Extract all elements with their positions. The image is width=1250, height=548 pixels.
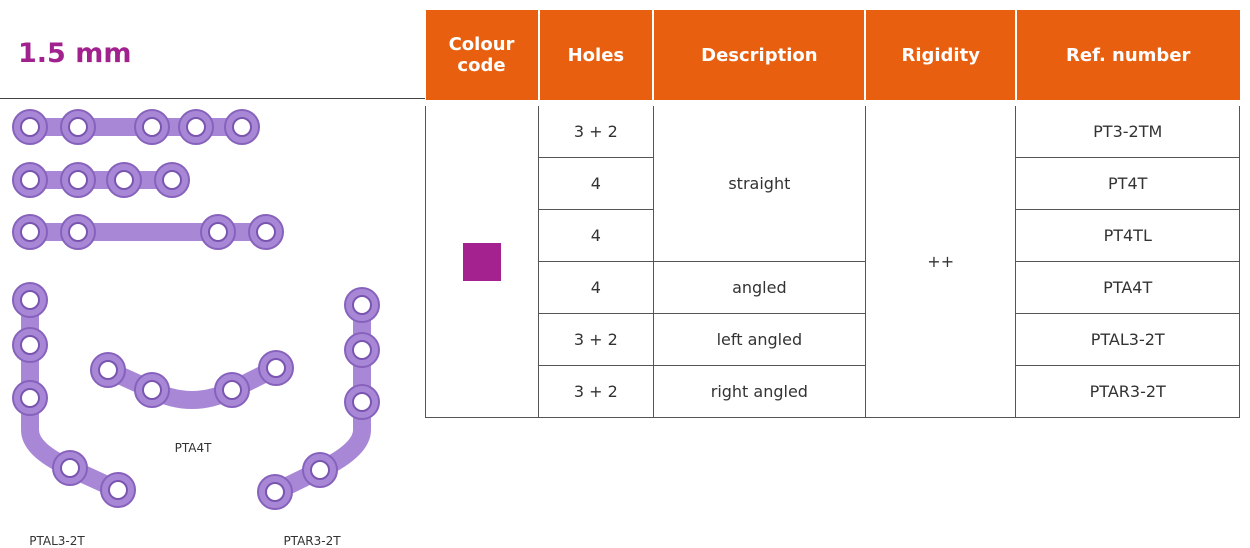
divider (0, 98, 425, 99)
plate-hole (20, 388, 40, 408)
holes-cell: 3 + 2 (538, 313, 654, 366)
header-row: Colour code Holes Description Rigidity R… (425, 10, 1240, 106)
plate-hole (98, 360, 118, 380)
plate-hole (310, 460, 330, 480)
plate-hole (186, 117, 206, 137)
plate-images: PTA4T PTAL3-2T PTAR3-2T (12, 109, 380, 548)
plate-hole (162, 170, 182, 190)
plate-hole (222, 380, 242, 400)
plate-hole (256, 222, 276, 242)
plate-hole (352, 392, 372, 412)
image-label: PTA4T (175, 441, 212, 455)
holes-cell: 4 (538, 261, 654, 314)
plate-hole (20, 170, 40, 190)
column-header: Holes (537, 10, 654, 106)
column-header: Rigidity (864, 10, 1016, 106)
plate-hole (265, 482, 285, 502)
plate-hole (114, 170, 134, 190)
description-cell: right angled (652, 365, 866, 418)
image-label: PTAL3-2T (29, 534, 85, 548)
holes-cell: 3 + 2 (538, 102, 654, 158)
description-cell: angled (652, 261, 866, 314)
rigidity-cell: ++ (864, 102, 1017, 418)
plate-hole (232, 117, 252, 137)
plate-hole (20, 335, 40, 355)
ref-cell: PT3-2TM (1015, 102, 1240, 158)
plate-hole (60, 458, 80, 478)
ref-cell: PT4TL (1015, 209, 1240, 262)
column-header: Colour code (425, 10, 539, 106)
holes-cell: 4 (538, 157, 654, 210)
plate-hole (142, 117, 162, 137)
plate-hole (68, 222, 88, 242)
holes-cell: 3 + 2 (538, 365, 654, 418)
ref-cell: PT4T (1015, 157, 1240, 210)
product-table: Colour code Holes Description Rigidity R… (425, 10, 1240, 418)
plate-hole (68, 117, 88, 137)
ref-cell: PTAR3-2T (1015, 365, 1240, 418)
column-header: Description (652, 10, 866, 106)
plate-hole (68, 170, 88, 190)
column-header: Ref. number (1014, 10, 1240, 106)
description-cell: left angled (652, 313, 866, 366)
image-label: PTAR3-2T (283, 534, 341, 548)
size-title: 1.5 mm (18, 38, 132, 69)
colour-cell (425, 102, 539, 418)
plate-hole (20, 222, 40, 242)
plate-hole (352, 295, 372, 315)
plate-hole (352, 340, 372, 360)
ref-cell: PTA4T (1015, 261, 1240, 314)
ref-cell: PTAL3-2T (1015, 313, 1240, 366)
plate-hole (266, 358, 286, 378)
plate-hole (142, 380, 162, 400)
plate-hole (20, 117, 40, 137)
plate-hole (20, 290, 40, 310)
plate-hole (208, 222, 228, 242)
description-cell: straight (652, 102, 866, 262)
holes-cell: 4 (538, 209, 654, 262)
colour-swatch (463, 242, 501, 281)
plate-holes (12, 109, 380, 510)
plate-hole (108, 480, 128, 500)
